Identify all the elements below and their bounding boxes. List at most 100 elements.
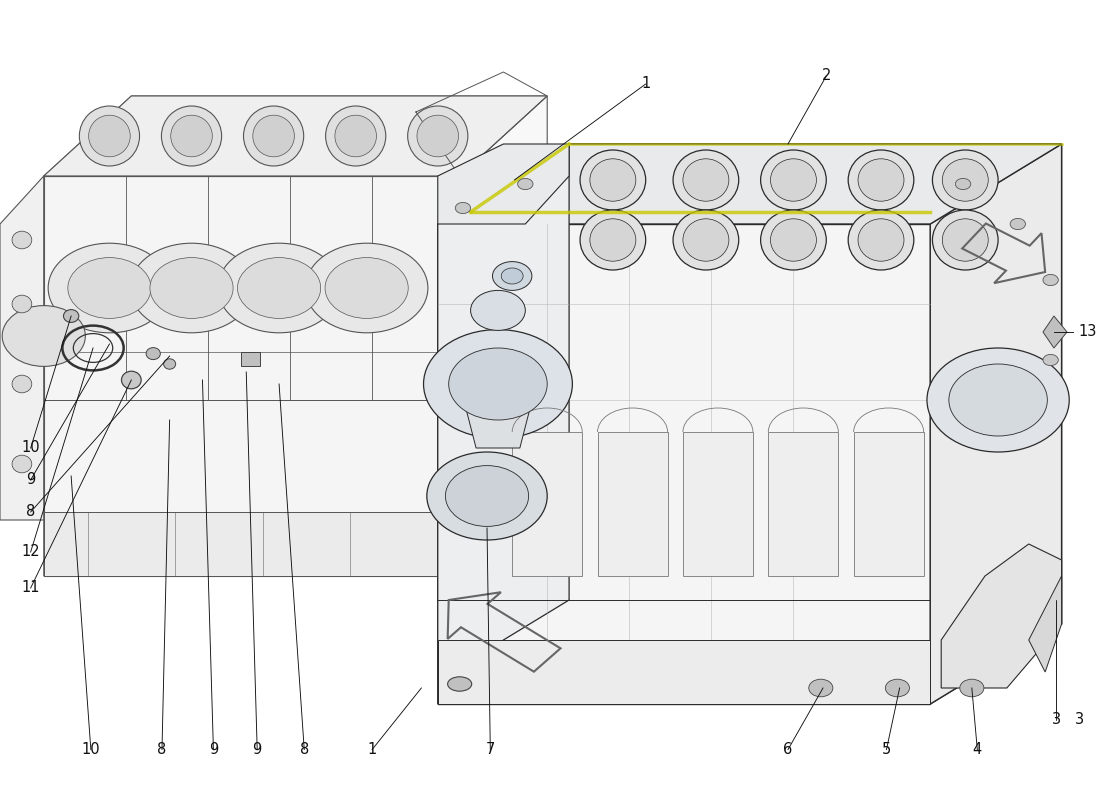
- Circle shape: [427, 452, 547, 540]
- Ellipse shape: [760, 210, 826, 270]
- Text: 5: 5: [882, 742, 891, 757]
- Text: 10: 10: [21, 441, 40, 455]
- Circle shape: [455, 202, 471, 214]
- Ellipse shape: [12, 295, 32, 313]
- Ellipse shape: [590, 218, 636, 261]
- Ellipse shape: [933, 210, 998, 270]
- Polygon shape: [438, 144, 569, 224]
- Ellipse shape: [326, 106, 386, 166]
- Circle shape: [130, 243, 253, 333]
- Circle shape: [808, 679, 833, 697]
- Polygon shape: [44, 96, 547, 176]
- Text: 1: 1: [641, 77, 650, 91]
- Ellipse shape: [580, 150, 646, 210]
- Ellipse shape: [448, 677, 472, 691]
- Ellipse shape: [673, 150, 739, 210]
- Polygon shape: [438, 224, 931, 704]
- Text: 3: 3: [1052, 713, 1060, 727]
- Ellipse shape: [590, 158, 636, 202]
- Polygon shape: [942, 544, 1062, 688]
- Polygon shape: [1043, 316, 1067, 348]
- Text: 9: 9: [209, 742, 218, 757]
- Ellipse shape: [162, 106, 221, 166]
- Circle shape: [324, 258, 408, 318]
- Circle shape: [68, 258, 151, 318]
- Ellipse shape: [770, 218, 816, 261]
- Text: 9: 9: [26, 473, 35, 487]
- Text: 8: 8: [299, 742, 309, 757]
- Circle shape: [471, 290, 526, 330]
- Ellipse shape: [858, 218, 904, 261]
- Circle shape: [446, 466, 529, 526]
- Ellipse shape: [408, 106, 468, 166]
- Polygon shape: [44, 96, 547, 576]
- Ellipse shape: [89, 115, 130, 157]
- Text: 10: 10: [81, 742, 100, 757]
- Ellipse shape: [933, 150, 998, 210]
- Ellipse shape: [848, 210, 914, 270]
- Ellipse shape: [683, 158, 729, 202]
- Text: 8: 8: [26, 505, 35, 519]
- Ellipse shape: [164, 358, 176, 369]
- Circle shape: [150, 258, 233, 318]
- Polygon shape: [438, 144, 1062, 224]
- Circle shape: [956, 178, 970, 190]
- Text: 8: 8: [157, 742, 166, 757]
- Text: 11: 11: [21, 581, 40, 595]
- Ellipse shape: [334, 115, 376, 157]
- Polygon shape: [241, 352, 261, 366]
- Polygon shape: [438, 144, 1062, 704]
- Ellipse shape: [12, 375, 32, 393]
- Ellipse shape: [760, 150, 826, 210]
- Circle shape: [886, 679, 910, 697]
- Circle shape: [493, 262, 532, 290]
- Circle shape: [218, 243, 340, 333]
- Ellipse shape: [943, 218, 988, 261]
- Circle shape: [960, 679, 983, 697]
- Circle shape: [1043, 354, 1058, 366]
- Polygon shape: [1028, 576, 1062, 672]
- Ellipse shape: [64, 310, 79, 322]
- Ellipse shape: [683, 218, 729, 261]
- Circle shape: [1010, 218, 1025, 230]
- Text: 1: 1: [367, 742, 376, 757]
- Circle shape: [48, 243, 170, 333]
- Ellipse shape: [12, 455, 32, 473]
- Text: europes: europes: [521, 336, 967, 432]
- Ellipse shape: [770, 158, 816, 202]
- Circle shape: [424, 330, 572, 438]
- Polygon shape: [438, 144, 569, 680]
- Circle shape: [449, 348, 547, 420]
- Circle shape: [306, 243, 428, 333]
- Text: 12: 12: [21, 545, 40, 559]
- Polygon shape: [768, 432, 838, 576]
- Text: 85: 85: [937, 398, 1022, 458]
- Polygon shape: [438, 640, 931, 704]
- Ellipse shape: [243, 106, 304, 166]
- Circle shape: [1043, 274, 1058, 286]
- Text: 9: 9: [253, 742, 262, 757]
- Ellipse shape: [146, 347, 161, 359]
- Polygon shape: [683, 432, 754, 576]
- Polygon shape: [597, 432, 668, 576]
- Polygon shape: [931, 144, 1062, 704]
- Ellipse shape: [170, 115, 212, 157]
- Text: 6: 6: [783, 742, 793, 757]
- Ellipse shape: [943, 158, 988, 202]
- Ellipse shape: [580, 210, 646, 270]
- Circle shape: [927, 348, 1069, 452]
- Polygon shape: [854, 432, 924, 576]
- Ellipse shape: [858, 158, 904, 202]
- Polygon shape: [0, 176, 44, 520]
- Ellipse shape: [121, 371, 141, 389]
- Text: 2: 2: [822, 69, 830, 83]
- Text: a passion for cars: a passion for cars: [582, 463, 906, 497]
- Polygon shape: [44, 512, 460, 576]
- Text: 7: 7: [485, 742, 495, 757]
- Text: 13: 13: [1078, 325, 1097, 339]
- Polygon shape: [44, 176, 460, 576]
- Ellipse shape: [417, 115, 459, 157]
- Ellipse shape: [253, 115, 295, 157]
- Circle shape: [2, 306, 86, 366]
- Circle shape: [238, 258, 321, 318]
